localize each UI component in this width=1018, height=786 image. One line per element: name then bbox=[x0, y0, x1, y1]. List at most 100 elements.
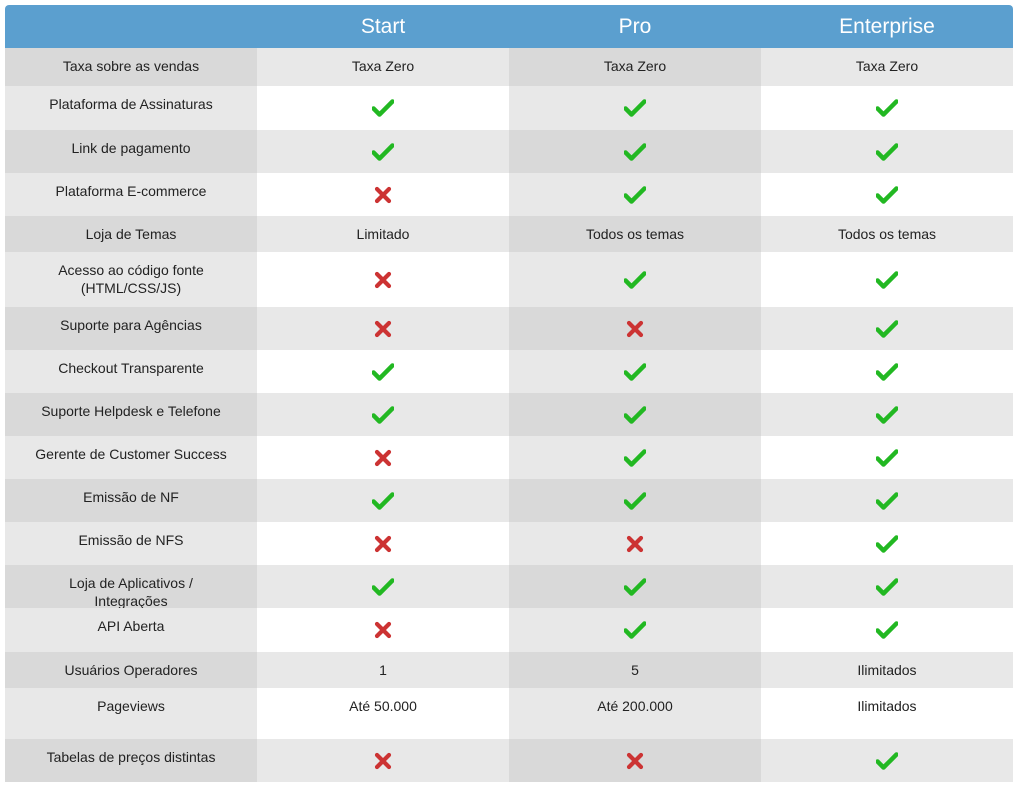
feature-label: API Aberta bbox=[97, 618, 165, 634]
cell-pro: Todos os temas bbox=[509, 216, 761, 252]
check-icon bbox=[509, 173, 761, 204]
cell-start bbox=[257, 436, 509, 479]
cell-enterprise bbox=[761, 436, 1013, 479]
cell-enterprise bbox=[761, 479, 1013, 522]
cell-pro: Taxa Zero bbox=[509, 48, 761, 86]
cell-start bbox=[257, 739, 509, 782]
cell-pro bbox=[509, 252, 761, 307]
check-icon bbox=[509, 608, 761, 639]
feature-cell: Loja de Temas bbox=[5, 216, 257, 252]
feature-label: Suporte para Agências bbox=[60, 317, 202, 333]
feature-cell: API Aberta bbox=[5, 608, 257, 652]
cell-enterprise bbox=[761, 350, 1013, 393]
cell-start bbox=[257, 479, 509, 522]
cell-value: Até 200.000 bbox=[597, 698, 673, 714]
check-icon bbox=[761, 173, 1013, 204]
table-row: Pageviews Até 50.000 Até 200.000 Ilimitados bbox=[5, 688, 1013, 739]
table-row: Plataforma de Assinaturas bbox=[5, 86, 1013, 130]
cell-start bbox=[257, 252, 509, 307]
feature-cell: Plataforma E-commerce bbox=[5, 173, 257, 216]
cell-enterprise bbox=[761, 522, 1013, 565]
cell-enterprise bbox=[761, 307, 1013, 350]
cell-enterprise bbox=[761, 739, 1013, 782]
check-icon bbox=[761, 130, 1013, 161]
feature-label: Checkout Transparente bbox=[58, 360, 204, 376]
table-row: API Aberta bbox=[5, 608, 1013, 652]
check-icon bbox=[257, 479, 509, 510]
check-icon bbox=[509, 436, 761, 467]
cross-icon bbox=[509, 522, 761, 553]
check-icon bbox=[761, 479, 1013, 510]
check-icon bbox=[257, 86, 509, 117]
feature-cell: Acesso ao código fonte (HTML/CSS/JS) bbox=[5, 252, 257, 307]
check-icon bbox=[761, 86, 1013, 117]
cell-start bbox=[257, 173, 509, 216]
check-icon bbox=[761, 739, 1013, 770]
cell-start bbox=[257, 393, 509, 436]
table-row: Checkout Transparente bbox=[5, 350, 1013, 393]
cell-pro bbox=[509, 86, 761, 130]
cell-pro bbox=[509, 393, 761, 436]
table-row: Tabelas de preços distintas bbox=[5, 739, 1013, 782]
cross-icon bbox=[257, 436, 509, 467]
cell-start bbox=[257, 565, 509, 608]
plan-header-start: Start bbox=[360, 15, 406, 38]
feature-cell: Emissão de NFS bbox=[5, 522, 257, 565]
feature-cell: Checkout Transparente bbox=[5, 350, 257, 393]
cell-pro bbox=[509, 522, 761, 565]
cell-value: 5 bbox=[631, 662, 639, 678]
cell-start bbox=[257, 608, 509, 652]
feature-label: Pageviews bbox=[97, 698, 165, 714]
cell-value: Taxa Zero bbox=[855, 58, 919, 74]
cell-pro: Até 200.000 bbox=[509, 688, 761, 739]
cell-enterprise bbox=[761, 608, 1013, 652]
cell-start bbox=[257, 350, 509, 393]
check-icon bbox=[509, 130, 761, 161]
check-icon bbox=[761, 307, 1013, 338]
feature-label: Gerente de Customer Success bbox=[35, 446, 227, 462]
pricing-comparison-table: Start Pro Enterprise Taxa sobre as venda… bbox=[5, 5, 1013, 782]
cell-enterprise: Ilimitados bbox=[761, 652, 1013, 688]
feature-label: Plataforma de Assinaturas bbox=[49, 96, 213, 112]
check-icon bbox=[509, 252, 761, 289]
cell-value: 1 bbox=[379, 662, 387, 678]
table-header: Start Pro Enterprise bbox=[5, 5, 1013, 48]
cell-pro bbox=[509, 479, 761, 522]
feature-label: Usuários Operadores bbox=[64, 662, 198, 678]
cell-value: Até 50.000 bbox=[349, 698, 417, 714]
cell-value: Todos os temas bbox=[585, 226, 685, 242]
check-icon bbox=[761, 522, 1013, 553]
cell-enterprise bbox=[761, 393, 1013, 436]
check-icon bbox=[509, 479, 761, 510]
feature-label: Acesso ao código fonte (HTML/CSS/JS) bbox=[58, 262, 204, 296]
table-row: Gerente de Customer Success bbox=[5, 436, 1013, 479]
table-row: Emissão de NFS bbox=[5, 522, 1013, 565]
plan-header-enterprise: Enterprise bbox=[839, 15, 935, 38]
cell-enterprise: Todos os temas bbox=[761, 216, 1013, 252]
cross-icon bbox=[257, 522, 509, 553]
feature-cell: Plataforma de Assinaturas bbox=[5, 86, 257, 130]
check-icon bbox=[761, 565, 1013, 596]
table-row: Loja de Temas Limitado Todos os temas Todos… bbox=[5, 216, 1013, 252]
cell-pro bbox=[509, 173, 761, 216]
feature-cell: Tabelas de preços distintas bbox=[5, 739, 257, 782]
cell-enterprise: Ilimitados bbox=[761, 688, 1013, 739]
feature-cell: Loja de Aplicativos / Integrações bbox=[5, 565, 257, 609]
table-row: Usuários Operadores 1 5 Ilimitados bbox=[5, 652, 1013, 688]
cell-value: Ilimitados bbox=[857, 698, 917, 714]
feature-label: Tabelas de preços distintas bbox=[46, 749, 216, 765]
cell-enterprise bbox=[761, 565, 1013, 608]
cell-pro bbox=[509, 307, 761, 350]
cross-icon bbox=[509, 307, 761, 338]
cell-pro bbox=[509, 608, 761, 652]
table-row: Acesso ao código fonte (HTML/CSS/JS) bbox=[5, 252, 1013, 307]
feature-label: Emissão de NF bbox=[83, 489, 179, 505]
feature-cell: Suporte Helpdesk e Telefone bbox=[5, 393, 257, 436]
feature-cell: Suporte para Agências bbox=[5, 307, 257, 350]
check-icon bbox=[509, 393, 761, 424]
cell-start: Taxa Zero bbox=[257, 48, 509, 86]
cell-value: Taxa Zero bbox=[603, 58, 667, 74]
cell-enterprise bbox=[761, 173, 1013, 216]
check-icon bbox=[761, 350, 1013, 381]
table-row: Link de pagamento bbox=[5, 130, 1013, 173]
